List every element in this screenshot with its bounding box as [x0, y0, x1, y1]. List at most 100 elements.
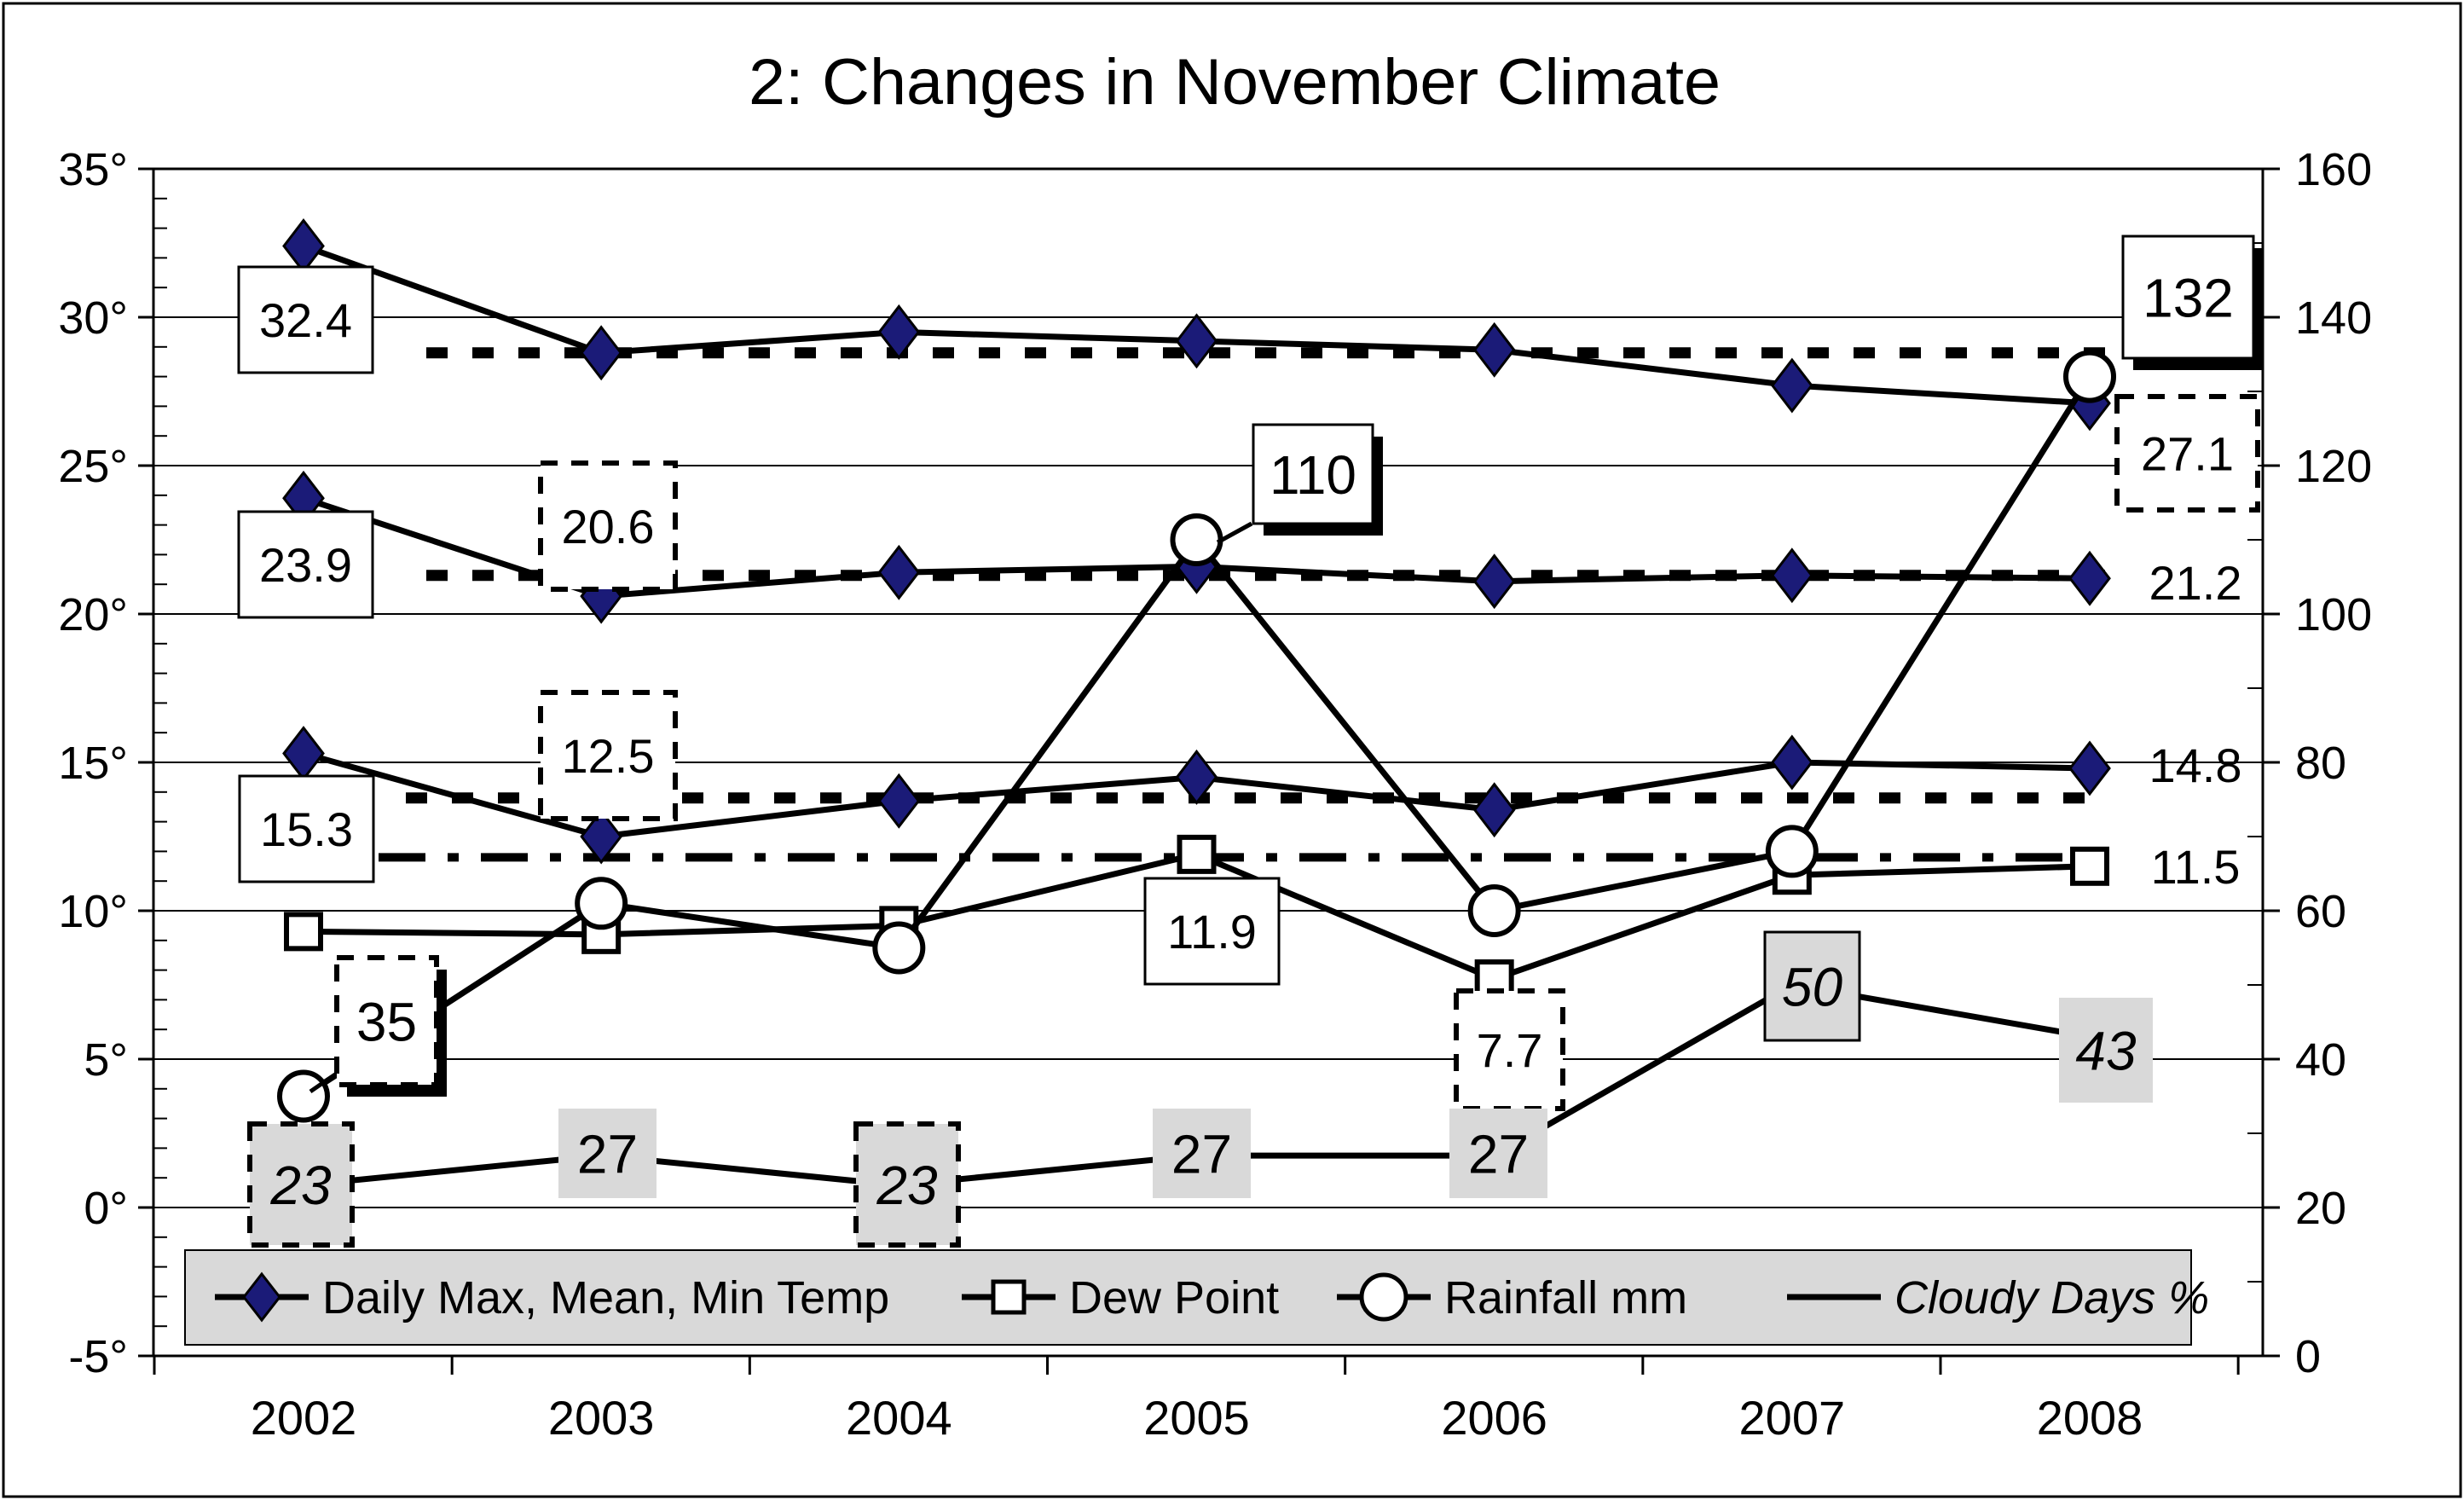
- legend-circle-marker: [1359, 1272, 1408, 1322]
- right-axis-tick-label: 60: [2295, 886, 2346, 937]
- label-box: [538, 690, 678, 821]
- label-box: [1252, 423, 1374, 525]
- label-text: 23.9: [259, 538, 352, 592]
- daily-min-temp-marker: [877, 773, 921, 829]
- label-text: 12.5: [562, 729, 655, 783]
- label-text: 27: [1468, 1124, 1529, 1185]
- legend-item-circle: Rainfall mm: [1337, 1272, 1687, 1323]
- data-label-12.5: 12.5: [538, 690, 678, 821]
- right-axis-tick-label: 80: [2295, 738, 2346, 789]
- daily-min-temp-marker: [1472, 782, 1516, 838]
- label-text: 14.8: [2149, 738, 2242, 792]
- label-text: 43: [2075, 1021, 2137, 1082]
- x-axis-year-label: 2008: [2037, 1391, 2143, 1445]
- left-axis-tick-label: 20°: [58, 589, 128, 640]
- label-text: 27: [577, 1124, 638, 1185]
- legend-diamond-marker: [242, 1271, 281, 1323]
- data-label-27.1: 27.1: [2114, 394, 2260, 513]
- data-label-35: 35: [309, 955, 447, 1097]
- dew-point-marker: [284, 912, 323, 952]
- data-label-14.8: 14.8: [2149, 738, 2242, 792]
- series-daily-max-temp: [282, 218, 2111, 431]
- label-text: 32.4: [259, 293, 352, 347]
- label-box: [1763, 930, 1861, 1042]
- data-label-110: 110: [1216, 423, 1383, 545]
- left-axis-tick-label: 15°: [58, 738, 128, 789]
- daily-max-temp-marker: [877, 304, 921, 360]
- daily-min-temp-marker: [580, 808, 623, 865]
- legend-square-marker: [991, 1279, 1027, 1315]
- data-label-32.4: 32.4: [237, 265, 374, 374]
- label-box: [247, 1121, 355, 1248]
- label-text: 11.9: [1167, 905, 1257, 958]
- right-axis-tick-label: 120: [2295, 441, 2372, 492]
- daily-min-temp-marker: [2068, 740, 2111, 796]
- left-axis-tick-label: 10°: [58, 886, 128, 937]
- data-label-11.9: 11.9: [1143, 877, 1281, 986]
- label-box: [558, 1109, 656, 1198]
- right-axis-tick-label: 140: [2295, 292, 2372, 344]
- x-axis-year-label: 2007: [1739, 1391, 1846, 1445]
- label-text: 23: [876, 1155, 938, 1216]
- data-label-11.5: 11.5: [2151, 840, 2241, 894]
- data-label-23.9: 23.9: [237, 510, 374, 619]
- label-text: 15.3: [260, 802, 353, 856]
- label-leader-line: [309, 1070, 339, 1094]
- label-text: 27.1: [2141, 427, 2234, 481]
- rainfall-mm-marker: [1467, 884, 1521, 937]
- right-axis-tick-label: 0: [2295, 1331, 2321, 1382]
- data-label-23: 23: [247, 1121, 355, 1248]
- label-box: [1153, 1109, 1251, 1198]
- legend: Daily Max, Mean, Min Temp Dew Point Rainfa…: [184, 1249, 2209, 1346]
- label-box: [238, 774, 375, 883]
- right-axis-tick-label: 20: [2295, 1183, 2346, 1234]
- legend-item-line: Cloudy Days %: [1787, 1272, 2209, 1323]
- data-label-20.6: 20.6: [538, 460, 678, 592]
- daily-mean-temp-marker: [1472, 553, 1516, 610]
- data-label-27: 27: [1153, 1109, 1251, 1198]
- series-daily-min-temp: [282, 726, 2111, 865]
- right-axis-tick-label: 160: [2295, 144, 2372, 195]
- data-label-43: 43: [2059, 998, 2153, 1103]
- data-label-annotations: 32.4 23.9 15.3 20.6 12.5 35 110 11.9 7.7 132 27.1 2…: [237, 235, 2264, 1248]
- left-axis-tick-label: 35°: [58, 144, 128, 195]
- daily-mean-temp-marker: [1770, 547, 1813, 604]
- label-text: 20.6: [562, 500, 655, 553]
- label-text: 23: [269, 1155, 332, 1216]
- daily-max-temp-marker: [1175, 313, 1218, 369]
- right-axis-tick-label: 40: [2295, 1034, 2346, 1086]
- label-box: [2121, 235, 2255, 360]
- label-box: [1143, 877, 1281, 986]
- rainfall-mm-marker: [1170, 513, 1223, 566]
- rainfall-mm-marker: [872, 921, 926, 975]
- data-label-50: 50: [1763, 930, 1861, 1042]
- left-axis-tick-label: 5°: [84, 1034, 128, 1086]
- legend-item-label: Daily Max, Mean, Min Temp: [322, 1272, 889, 1323]
- legend-item-diamond: Daily Max, Mean, Min Temp: [215, 1271, 889, 1323]
- left-axis-tick-label: 30°: [58, 292, 128, 344]
- label-text: 110: [1270, 444, 1356, 506]
- data-label-132: 132: [2121, 235, 2264, 370]
- data-label-15.3: 15.3: [238, 774, 375, 883]
- legend-item-label: Dew Point: [1069, 1272, 1279, 1323]
- data-label-27: 27: [1449, 1109, 1547, 1198]
- label-box: [538, 460, 678, 592]
- daily-mean-temp-marker: [877, 544, 921, 600]
- data-label-7.7: 7.7: [1454, 988, 1565, 1111]
- legend-box: [184, 1249, 2192, 1346]
- label-text: 50: [1782, 957, 1843, 1018]
- label-text: 11.5: [2151, 840, 2241, 894]
- dew-point-marker: [1177, 834, 1217, 874]
- daily-min-temp-marker: [1770, 734, 1813, 791]
- x-axis-year-label: 2006: [1441, 1391, 1547, 1445]
- label-box: [1454, 988, 1565, 1111]
- x-axis-year-label: 2004: [846, 1391, 952, 1445]
- label-box: [2114, 394, 2260, 513]
- label-box: [853, 1121, 961, 1248]
- label-box: [1449, 1109, 1547, 1198]
- label-text: 27: [1171, 1124, 1232, 1185]
- rainfall-mm-marker: [2063, 350, 2117, 403]
